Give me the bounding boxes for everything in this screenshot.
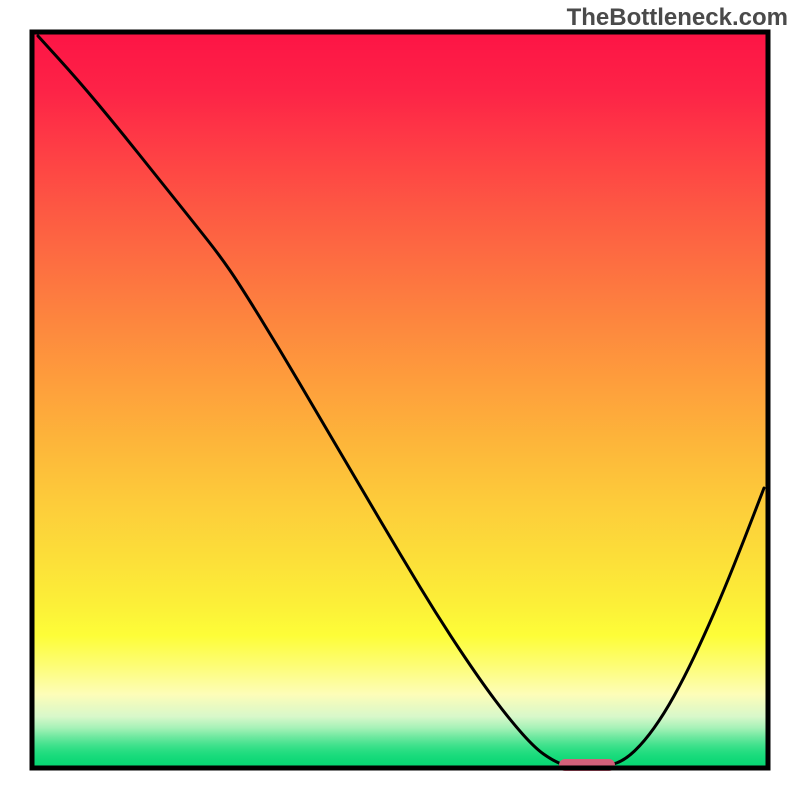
chart-container: TheBottleneck.com	[0, 0, 800, 800]
gradient-background	[32, 32, 768, 768]
bottleneck-chart	[0, 0, 800, 800]
watermark-label: TheBottleneck.com	[567, 4, 788, 32]
